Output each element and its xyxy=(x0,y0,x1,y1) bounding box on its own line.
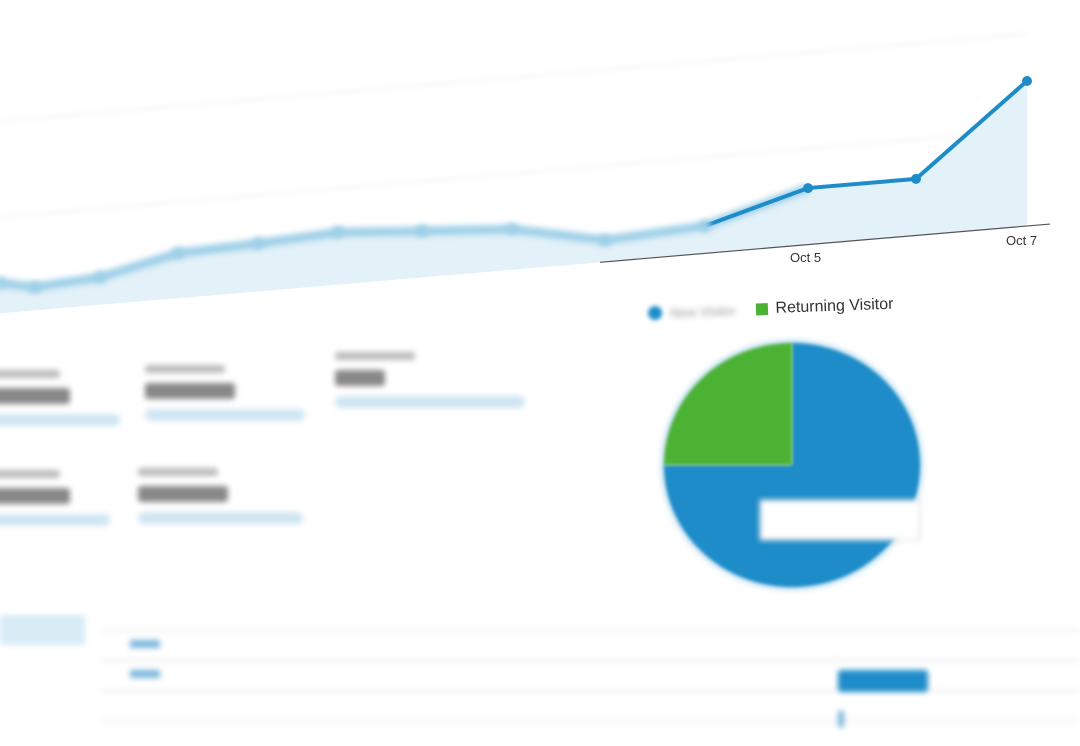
data-point[interactable] xyxy=(29,281,41,294)
data-point[interactable] xyxy=(252,237,264,250)
share-bar xyxy=(838,670,928,692)
metric-card xyxy=(138,468,303,524)
legend-new-visitor[interactable]: New Visitor xyxy=(669,302,736,321)
data-point[interactable] xyxy=(911,173,921,184)
x-tick-oct-7: Oct 7 xyxy=(1006,233,1038,248)
pie-tooltip xyxy=(759,499,921,541)
new-visitor-swatch xyxy=(647,305,663,321)
sessions-area xyxy=(0,81,1027,314)
data-point[interactable] xyxy=(172,247,184,260)
data-point[interactable] xyxy=(416,225,428,238)
share-bar xyxy=(838,710,844,728)
visitor-pie-chart xyxy=(661,340,923,590)
x-axis xyxy=(599,223,1051,263)
data-point[interactable] xyxy=(699,219,711,232)
data-point[interactable] xyxy=(803,183,813,194)
gridline xyxy=(0,33,1028,122)
data-point[interactable] xyxy=(0,276,6,289)
data-point[interactable] xyxy=(94,271,106,284)
sessions-line xyxy=(704,79,1029,228)
metric-card xyxy=(0,370,120,426)
dropdown[interactable] xyxy=(0,615,85,645)
metric-card xyxy=(335,352,525,408)
metric-card xyxy=(0,470,110,526)
metric-card xyxy=(145,365,305,421)
returning-visitor-swatch xyxy=(755,303,768,316)
x-tick-oct-5: Oct 5 xyxy=(790,250,822,265)
data-point[interactable] xyxy=(332,226,344,239)
data-point[interactable] xyxy=(1022,76,1032,86)
pie-slice[interactable] xyxy=(664,343,792,465)
data-table xyxy=(0,600,1080,746)
gridline xyxy=(0,129,1028,218)
data-point[interactable] xyxy=(599,234,611,247)
data-point[interactable] xyxy=(506,223,518,236)
